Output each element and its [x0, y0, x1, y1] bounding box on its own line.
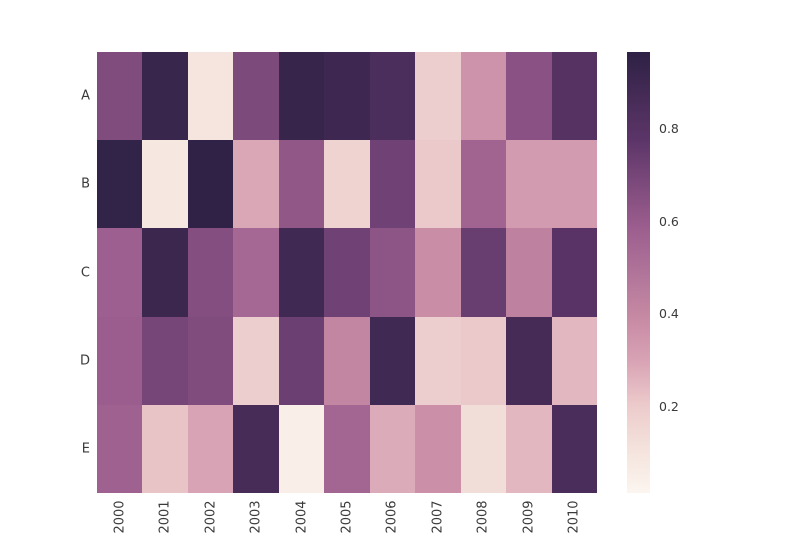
heatmap-cell [369, 228, 416, 317]
heatmap-cell [324, 404, 370, 493]
heatmap-cell [551, 52, 597, 141]
heatmap-cell [324, 228, 370, 317]
heatmap-cell [278, 404, 325, 493]
heatmap-cell [278, 316, 325, 405]
colorbar-tick-label: 0.6 [659, 213, 679, 229]
heatmap-cell [142, 52, 188, 141]
heatmap-cell [187, 228, 234, 317]
heatmap-cell [233, 404, 279, 493]
colorbar-tick-label: 0.8 [659, 120, 679, 136]
x-tick-label: 2002 [203, 500, 219, 534]
heatmap-cell [506, 316, 552, 405]
heatmap-cell [551, 228, 597, 317]
y-tick-label: B [81, 176, 90, 192]
heatmap-cell [142, 404, 188, 493]
x-tick-label: 2003 [248, 500, 264, 534]
x-tick-label: 2001 [157, 500, 173, 534]
heatmap-cell [415, 140, 461, 229]
heatmap-cell [506, 52, 552, 141]
colorbar-tick-label: 0.4 [659, 305, 679, 321]
heatmap-cell [142, 316, 188, 405]
heatmap-cell [369, 404, 416, 493]
x-tick-label: 2010 [566, 500, 582, 534]
heatmap-cell [551, 404, 597, 493]
heatmap-cell [324, 316, 370, 405]
heatmap-cell [97, 316, 143, 405]
x-tick-label: 2007 [430, 500, 446, 534]
heatmap-cell [551, 140, 597, 229]
heatmap-cell [278, 140, 325, 229]
heatmap-cell [460, 52, 507, 141]
heatmap-cell [415, 228, 461, 317]
heatmap-cell [324, 140, 370, 229]
x-tick-label: 2004 [294, 500, 310, 534]
x-tick-label: 2008 [475, 500, 491, 534]
heatmap-cell [460, 140, 507, 229]
heatmap-cell [460, 404, 507, 493]
heatmap-cell [369, 52, 416, 141]
heatmap-cell [369, 140, 416, 229]
x-tick-label: 2009 [521, 500, 537, 534]
heatmap-cell [551, 316, 597, 405]
heatmap-cell [506, 404, 552, 493]
heatmap-cell [142, 140, 188, 229]
heatmap-cell [324, 52, 370, 141]
x-tick-label: 2005 [339, 500, 355, 534]
heatmap-cell [187, 404, 234, 493]
heatmap-cell [506, 140, 552, 229]
x-tick-label: 2006 [384, 500, 400, 534]
heatmap-cell [233, 52, 279, 141]
heatmap-cell [415, 316, 461, 405]
x-tick-label: 2000 [112, 500, 128, 534]
heatmap-cell [142, 228, 188, 317]
heatmap-cell [278, 228, 325, 317]
colorbar-tick-label: 0.2 [659, 398, 679, 414]
heatmap-cell [97, 140, 143, 229]
colorbar [627, 52, 650, 493]
heatmap-cell [278, 52, 325, 141]
heatmap-cell [187, 316, 234, 405]
heatmap-cell [415, 404, 461, 493]
heatmap-cell [369, 316, 416, 405]
heatmap-cell [97, 228, 143, 317]
y-tick-label: E [81, 441, 90, 457]
heatmap-cell [187, 140, 234, 229]
heatmap-cell [97, 404, 143, 493]
y-tick-label: D [79, 353, 90, 369]
heatmap-cell [187, 52, 234, 141]
heatmap-cell [506, 228, 552, 317]
heatmap-cell [460, 228, 507, 317]
y-tick-label: A [81, 88, 90, 104]
heatmap-cell [97, 52, 143, 141]
heatmap-cell [233, 228, 279, 317]
heatmap-cell [233, 316, 279, 405]
heatmap-cell [415, 52, 461, 141]
heatmap-cell [233, 140, 279, 229]
heatmap-plot-area [97, 52, 597, 493]
heatmap-cell [460, 316, 507, 405]
y-tick-label: C [80, 265, 90, 280]
